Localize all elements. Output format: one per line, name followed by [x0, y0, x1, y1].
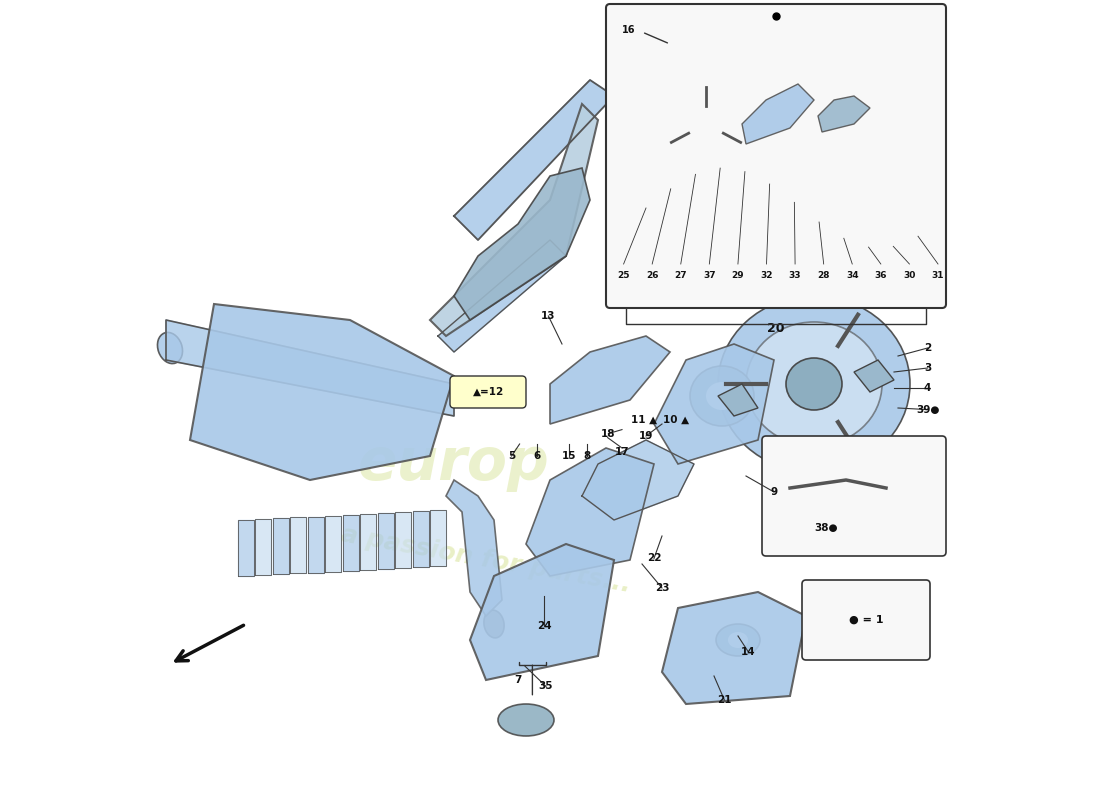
Ellipse shape	[692, 111, 720, 137]
Text: 3: 3	[924, 363, 932, 373]
Ellipse shape	[660, 84, 752, 164]
Polygon shape	[446, 480, 502, 616]
Text: 18: 18	[601, 429, 616, 438]
Polygon shape	[454, 168, 590, 320]
Text: ▲=12: ▲=12	[473, 387, 504, 397]
Ellipse shape	[673, 95, 739, 153]
Text: europ: europ	[359, 435, 550, 493]
Polygon shape	[343, 514, 359, 570]
Ellipse shape	[716, 624, 760, 656]
Text: 4: 4	[924, 383, 932, 393]
Polygon shape	[526, 448, 654, 576]
Text: 38●: 38●	[814, 523, 838, 533]
Text: 17: 17	[615, 447, 629, 457]
Polygon shape	[470, 544, 614, 680]
Polygon shape	[190, 304, 454, 480]
FancyBboxPatch shape	[762, 436, 946, 556]
FancyBboxPatch shape	[450, 376, 526, 408]
Text: 11 ▲: 11 ▲	[630, 415, 657, 425]
Ellipse shape	[484, 610, 504, 638]
Text: 39●: 39●	[916, 405, 939, 414]
Ellipse shape	[903, 94, 917, 106]
Ellipse shape	[903, 110, 917, 122]
Text: 30: 30	[903, 271, 915, 281]
Ellipse shape	[718, 296, 910, 472]
Text: 36: 36	[874, 271, 887, 281]
Text: 37: 37	[703, 271, 716, 281]
Text: 5: 5	[508, 451, 515, 461]
Text: 10 ▲: 10 ▲	[663, 415, 690, 425]
Text: 13: 13	[541, 311, 556, 321]
Text: 15: 15	[562, 451, 576, 461]
Text: 34: 34	[846, 271, 859, 281]
Polygon shape	[238, 520, 254, 576]
Polygon shape	[395, 512, 411, 568]
FancyBboxPatch shape	[802, 580, 930, 660]
Text: 25: 25	[617, 271, 630, 281]
Text: 19: 19	[639, 431, 653, 441]
Text: 22: 22	[647, 554, 661, 563]
Text: 9: 9	[770, 487, 778, 497]
Polygon shape	[438, 240, 566, 352]
Text: 28: 28	[817, 271, 829, 281]
Ellipse shape	[157, 333, 183, 363]
Text: 35: 35	[539, 682, 553, 691]
Ellipse shape	[746, 322, 882, 446]
Text: 24: 24	[537, 621, 552, 630]
Text: 14: 14	[741, 647, 756, 657]
Text: 2: 2	[924, 343, 932, 353]
Text: ● = 1: ● = 1	[849, 615, 883, 625]
Polygon shape	[818, 96, 870, 132]
FancyBboxPatch shape	[606, 4, 946, 308]
Polygon shape	[166, 320, 454, 416]
Text: 16: 16	[621, 25, 635, 34]
Text: 31: 31	[932, 271, 944, 281]
Text: 21: 21	[717, 695, 732, 705]
Polygon shape	[308, 517, 323, 573]
Text: 23: 23	[654, 583, 669, 593]
Polygon shape	[582, 440, 694, 520]
Text: 20: 20	[768, 322, 784, 334]
Text: a passion for parts...: a passion for parts...	[339, 522, 632, 598]
Text: 7: 7	[515, 675, 521, 685]
Ellipse shape	[881, 481, 899, 495]
Ellipse shape	[673, 95, 739, 153]
Polygon shape	[550, 336, 670, 424]
Polygon shape	[273, 518, 289, 574]
Polygon shape	[662, 592, 806, 704]
Text: 29: 29	[732, 271, 745, 281]
Text: 32: 32	[760, 271, 773, 281]
Ellipse shape	[690, 366, 754, 426]
Polygon shape	[430, 510, 446, 566]
Ellipse shape	[728, 632, 748, 648]
Text: 27: 27	[674, 271, 688, 281]
Ellipse shape	[786, 358, 842, 410]
Text: 8: 8	[583, 451, 591, 461]
Polygon shape	[290, 518, 307, 574]
Ellipse shape	[879, 86, 893, 98]
Ellipse shape	[887, 118, 901, 130]
Polygon shape	[430, 104, 598, 336]
Polygon shape	[412, 511, 429, 567]
Text: 33: 33	[789, 271, 801, 281]
Ellipse shape	[746, 322, 882, 446]
Ellipse shape	[706, 382, 738, 410]
Polygon shape	[360, 514, 376, 570]
Polygon shape	[326, 516, 341, 572]
Ellipse shape	[498, 704, 554, 736]
Polygon shape	[742, 84, 814, 144]
Polygon shape	[718, 384, 758, 416]
Text: 26: 26	[646, 271, 659, 281]
Text: 6: 6	[534, 451, 541, 461]
Polygon shape	[854, 360, 894, 392]
Polygon shape	[377, 513, 394, 569]
Polygon shape	[654, 344, 774, 464]
Polygon shape	[454, 80, 614, 240]
Polygon shape	[255, 519, 272, 575]
